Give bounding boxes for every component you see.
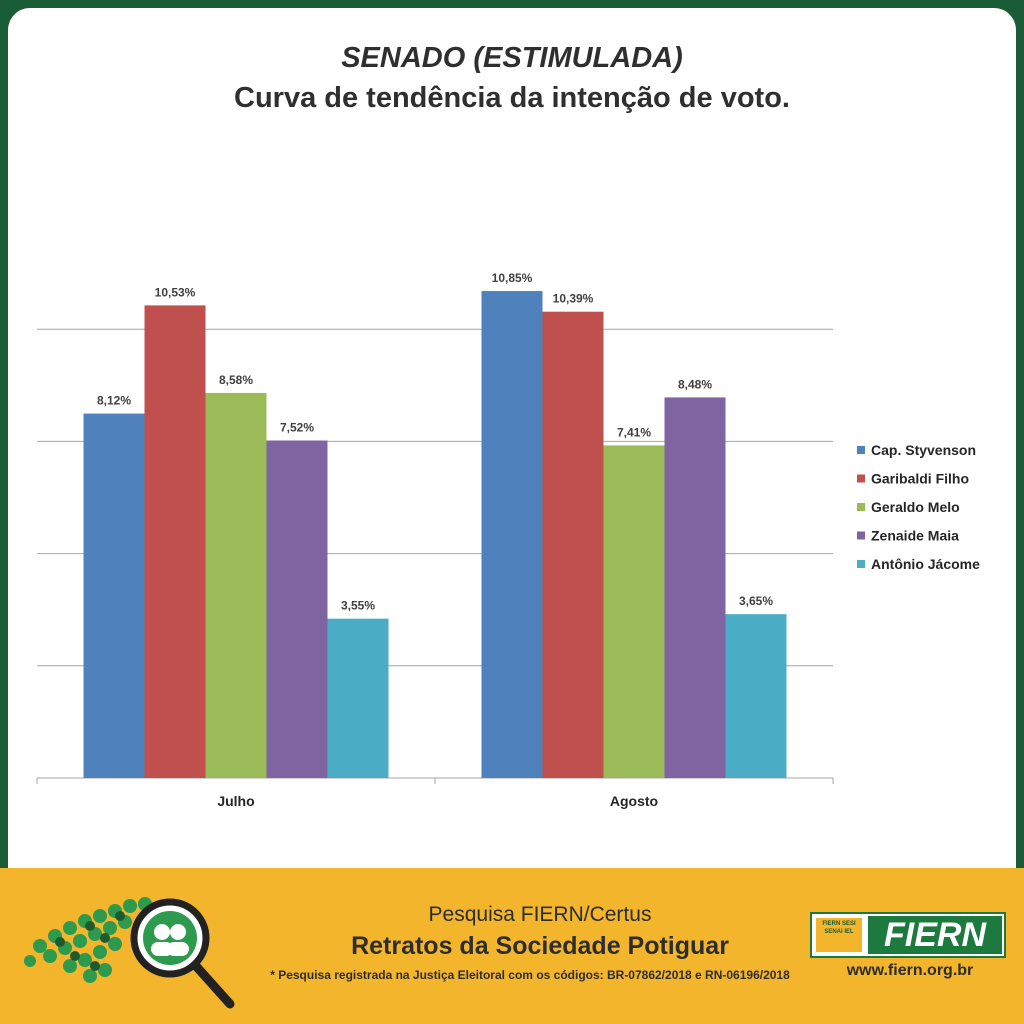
bar bbox=[725, 614, 787, 778]
bar bbox=[542, 311, 604, 778]
legend-entry: Cap. Styvenson bbox=[871, 442, 976, 458]
x-tick-label: Julho bbox=[217, 793, 254, 809]
data-label: 8,58% bbox=[219, 373, 253, 387]
map-magnifier-icon bbox=[24, 897, 235, 1009]
data-label: 10,39% bbox=[553, 292, 594, 306]
data-label: 7,41% bbox=[617, 425, 651, 439]
logo-name: FIERN bbox=[868, 916, 1002, 954]
legend-entry: Zenaide Maia bbox=[871, 528, 959, 544]
legend-swatch bbox=[857, 446, 865, 454]
bar bbox=[603, 445, 665, 778]
bar bbox=[266, 440, 328, 778]
bar bbox=[327, 618, 389, 778]
data-label: 3,55% bbox=[341, 599, 375, 613]
legend-swatch bbox=[857, 474, 865, 483]
bar bbox=[481, 291, 543, 778]
legend-swatch bbox=[857, 560, 865, 568]
bar bbox=[664, 397, 726, 778]
footer-note: * Pesquisa registrada na Justiça Eleitor… bbox=[270, 968, 790, 982]
data-label: 10,53% bbox=[155, 285, 196, 299]
legend-swatch bbox=[857, 531, 865, 540]
x-tick-label: Agosto bbox=[610, 793, 658, 809]
logo-mini-text: FIERN SESI SENAI IEL bbox=[816, 918, 862, 952]
legend-entry: Geraldo Melo bbox=[871, 499, 960, 515]
bar bbox=[83, 413, 145, 778]
fiern-logo: FIERN SESI SENAI IEL FIERN bbox=[810, 912, 1006, 958]
footer-subtitle: Pesquisa FIERN/Certus bbox=[428, 903, 652, 926]
bar bbox=[144, 305, 206, 778]
legend-swatch bbox=[857, 503, 865, 511]
footer-banner: Pesquisa FIERN/Certus Retratos da Socied… bbox=[0, 868, 1024, 1024]
data-label: 10,85% bbox=[492, 271, 533, 285]
data-label: 8,48% bbox=[678, 377, 712, 391]
chart-subtitle: Curva de tendência da intenção de voto. bbox=[234, 82, 790, 114]
footer-url[interactable]: www.fiern.org.br bbox=[846, 962, 974, 979]
footer-title: Retratos da Sociedade Potiguar bbox=[351, 932, 729, 960]
legend-entry: Garibaldi Filho bbox=[871, 471, 969, 487]
bar-chart: 8,12% 10,53% 8,58% 7,52% 3,55% Julho 10,85% 10,… bbox=[36, 271, 980, 809]
chart-title: SENADO (ESTIMULADA) bbox=[341, 42, 683, 74]
data-label: 3,65% bbox=[739, 594, 773, 608]
legend-entry: Antônio Jácome bbox=[871, 556, 980, 572]
data-label: 7,52% bbox=[280, 421, 314, 435]
data-label: 8,12% bbox=[97, 394, 131, 408]
bar bbox=[205, 392, 267, 778]
